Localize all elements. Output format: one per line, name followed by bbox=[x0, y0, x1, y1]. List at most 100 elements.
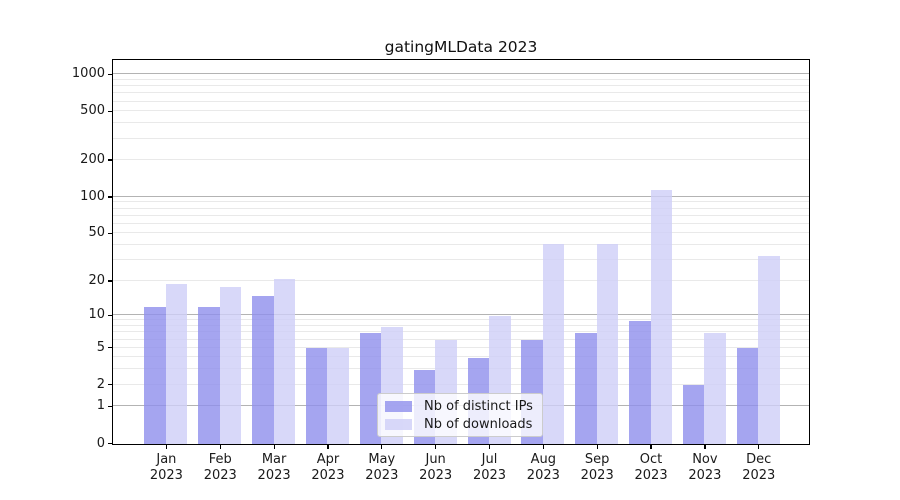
x-tick-label-mar-2023: Mar 2023 bbox=[246, 452, 302, 484]
x-tick-year: 2023 bbox=[688, 468, 722, 483]
bar-nb-of-distinct-ips-jan-2023 bbox=[144, 306, 166, 444]
x-tick-year: 2023 bbox=[634, 468, 668, 483]
x-tick-year: 2023 bbox=[203, 468, 237, 483]
x-tick-year: 2023 bbox=[365, 468, 399, 483]
y-tick-label-10: 10 bbox=[88, 307, 105, 323]
x-tick-month: Mar bbox=[261, 452, 287, 467]
x-tick-label-oct-2023: Oct 2023 bbox=[623, 452, 679, 484]
chart-title: gatingMLData 2023 bbox=[384, 38, 538, 56]
x-tick-month: Jan bbox=[156, 452, 177, 467]
plot-area: Nb of distinct IPs Nb of downloads bbox=[112, 59, 810, 445]
gridline-major-10 bbox=[113, 314, 809, 316]
x-tick-year: 2023 bbox=[580, 468, 614, 483]
y-tick-100 bbox=[107, 196, 113, 198]
gridline-minor-20 bbox=[113, 279, 809, 281]
x-tick-may-2023 bbox=[381, 444, 383, 449]
gridline-major-1000 bbox=[113, 73, 809, 75]
x-tick-year: 2023 bbox=[311, 468, 345, 483]
y-tick-500 bbox=[107, 110, 113, 112]
x-tick-year: 2023 bbox=[419, 468, 453, 483]
x-tick-label-jul-2023: Jul 2023 bbox=[462, 452, 518, 484]
gridline-minor-6 bbox=[113, 338, 809, 340]
x-tick-month: May bbox=[368, 452, 396, 467]
gridline-minor-60 bbox=[113, 222, 809, 224]
bar-nb-of-distinct-ips-nov-2023 bbox=[682, 385, 705, 444]
x-tick-mar-2023 bbox=[273, 444, 275, 449]
x-tick-oct-2023 bbox=[650, 444, 652, 449]
legend-label-distinct-ips: Nb of distinct IPs bbox=[424, 398, 533, 414]
gridline-minor-8 bbox=[113, 325, 809, 327]
x-tick-month: Nov bbox=[692, 452, 718, 467]
x-tick-month: Jul bbox=[481, 452, 498, 467]
y-tick-200 bbox=[107, 159, 113, 161]
y-tick-label-500: 500 bbox=[80, 103, 105, 119]
x-tick-sep-2023 bbox=[596, 444, 598, 449]
x-tick-label-apr-2023: Apr 2023 bbox=[300, 452, 356, 484]
bar-nb-of-downloads-dec-2023 bbox=[758, 255, 780, 444]
x-tick-label-jun-2023: Jun 2023 bbox=[408, 452, 464, 484]
x-tick-month: Jun bbox=[425, 452, 446, 467]
x-tick-nov-2023 bbox=[704, 444, 706, 449]
y-tick-label-1000: 1000 bbox=[71, 66, 105, 82]
legend-swatch-distinct-ips bbox=[385, 400, 412, 412]
gridline-minor-700 bbox=[113, 92, 809, 94]
y-tick-label-50: 50 bbox=[88, 225, 105, 241]
gridline-minor-9 bbox=[113, 319, 809, 321]
x-tick-dec-2023 bbox=[758, 444, 760, 449]
bar-nb-of-distinct-ips-oct-2023 bbox=[629, 320, 651, 444]
x-tick-label-aug-2023: Aug 2023 bbox=[515, 452, 571, 484]
x-tick-label-sep-2023: Sep 2023 bbox=[569, 452, 625, 484]
y-tick-label-200: 200 bbox=[80, 152, 105, 168]
y-tick-label-2: 2 bbox=[96, 376, 105, 392]
x-tick-month: Aug bbox=[530, 452, 557, 467]
x-tick-month: Oct bbox=[639, 452, 663, 467]
gridline-major-100 bbox=[113, 195, 809, 197]
x-tick-label-nov-2023: Nov 2023 bbox=[677, 452, 733, 484]
gridline-minor-500 bbox=[113, 110, 809, 112]
bar-nb-of-downloads-oct-2023 bbox=[650, 189, 673, 444]
x-tick-label-jan-2023: Jan 2023 bbox=[138, 452, 194, 484]
y-tick-1 bbox=[107, 405, 113, 408]
x-tick-label-feb-2023: Feb 2023 bbox=[192, 452, 248, 484]
x-tick-month: Apr bbox=[316, 452, 340, 467]
gridline-minor-800 bbox=[113, 85, 809, 87]
bar-nb-of-downloads-mar-2023 bbox=[273, 278, 296, 444]
bar-nb-of-downloads-sep-2023 bbox=[596, 244, 619, 444]
bar-nb-of-distinct-ips-apr-2023 bbox=[305, 348, 328, 444]
gridline-minor-3 bbox=[113, 368, 809, 370]
y-tick-50 bbox=[107, 232, 113, 235]
y-tick-0 bbox=[107, 442, 113, 445]
y-tick-label-5: 5 bbox=[96, 339, 105, 355]
gridline-minor-80 bbox=[113, 207, 809, 209]
y-tick-label-1: 1 bbox=[96, 398, 105, 414]
legend-label-downloads: Nb of downloads bbox=[424, 416, 533, 432]
bar-nb-of-downloads-feb-2023 bbox=[219, 286, 242, 444]
gridline-minor-600 bbox=[113, 100, 809, 102]
gridline-minor-70 bbox=[113, 214, 809, 216]
y-tick-10 bbox=[107, 314, 113, 317]
x-tick-label-dec-2023: Dec 2023 bbox=[731, 452, 787, 484]
y-tick-label-0: 0 bbox=[96, 435, 105, 451]
gridline-minor-200 bbox=[113, 159, 809, 161]
y-tick-1000 bbox=[107, 73, 113, 75]
x-tick-jun-2023 bbox=[435, 444, 437, 449]
bar-nb-of-downloads-nov-2023 bbox=[704, 332, 726, 444]
x-tick-jul-2023 bbox=[488, 444, 491, 449]
x-tick-apr-2023 bbox=[327, 444, 329, 449]
gridline-minor-7 bbox=[113, 331, 809, 333]
legend-item-distinct-ips: Nb of distinct IPs bbox=[385, 399, 535, 414]
bar-nb-of-distinct-ips-feb-2023 bbox=[198, 306, 220, 444]
gridline-minor-300 bbox=[113, 137, 809, 139]
bar-nb-of-distinct-ips-may-2023 bbox=[359, 332, 382, 444]
x-tick-year: 2023 bbox=[742, 468, 776, 483]
x-tick-month: Feb bbox=[208, 452, 232, 467]
x-tick-jan-2023 bbox=[165, 444, 168, 449]
y-tick-label-100: 100 bbox=[80, 188, 105, 204]
gridline-minor-40 bbox=[113, 244, 809, 246]
legend: Nb of distinct IPs Nb of downloads bbox=[377, 393, 543, 437]
y-tick-2 bbox=[107, 384, 113, 386]
bar-nb-of-downloads-jan-2023 bbox=[165, 283, 188, 444]
gridline-minor-400 bbox=[113, 122, 809, 124]
x-tick-label-may-2023: May 2023 bbox=[354, 452, 410, 484]
